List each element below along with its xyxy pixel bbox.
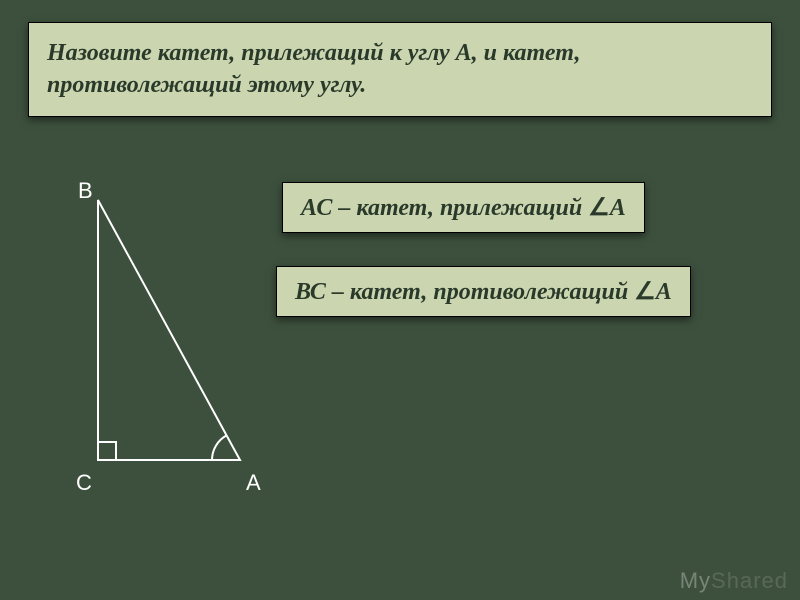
answer1-suffix: А: [610, 195, 626, 221]
answer-box-2: ВС – катет, противолежащий ∠А: [276, 266, 691, 317]
answer2-suffix: А: [656, 279, 672, 305]
triangle-diagram: В С А: [50, 170, 270, 510]
triangle-svg: [50, 170, 270, 510]
question-text: Назовите катет, прилежащий к углу А, и к…: [47, 40, 580, 98]
watermark-rest: Shared: [711, 568, 788, 593]
vertex-label-b: В: [78, 178, 93, 204]
angle-symbol-2: ∠: [634, 279, 656, 305]
watermark-prefix: My: [680, 568, 711, 593]
answer1-prefix: АС – катет, прилежащий: [301, 195, 588, 221]
watermark: MyShared: [680, 568, 788, 594]
angle-symbol-1: ∠: [588, 195, 610, 221]
question-box: Назовите катет, прилежащий к углу А, и к…: [28, 22, 772, 117]
vertex-label-c: С: [76, 470, 92, 496]
answer-box-1: АС – катет, прилежащий ∠А: [282, 182, 645, 233]
vertex-label-a: А: [246, 470, 261, 496]
answer2-prefix: ВС – катет, противолежащий: [295, 279, 634, 305]
